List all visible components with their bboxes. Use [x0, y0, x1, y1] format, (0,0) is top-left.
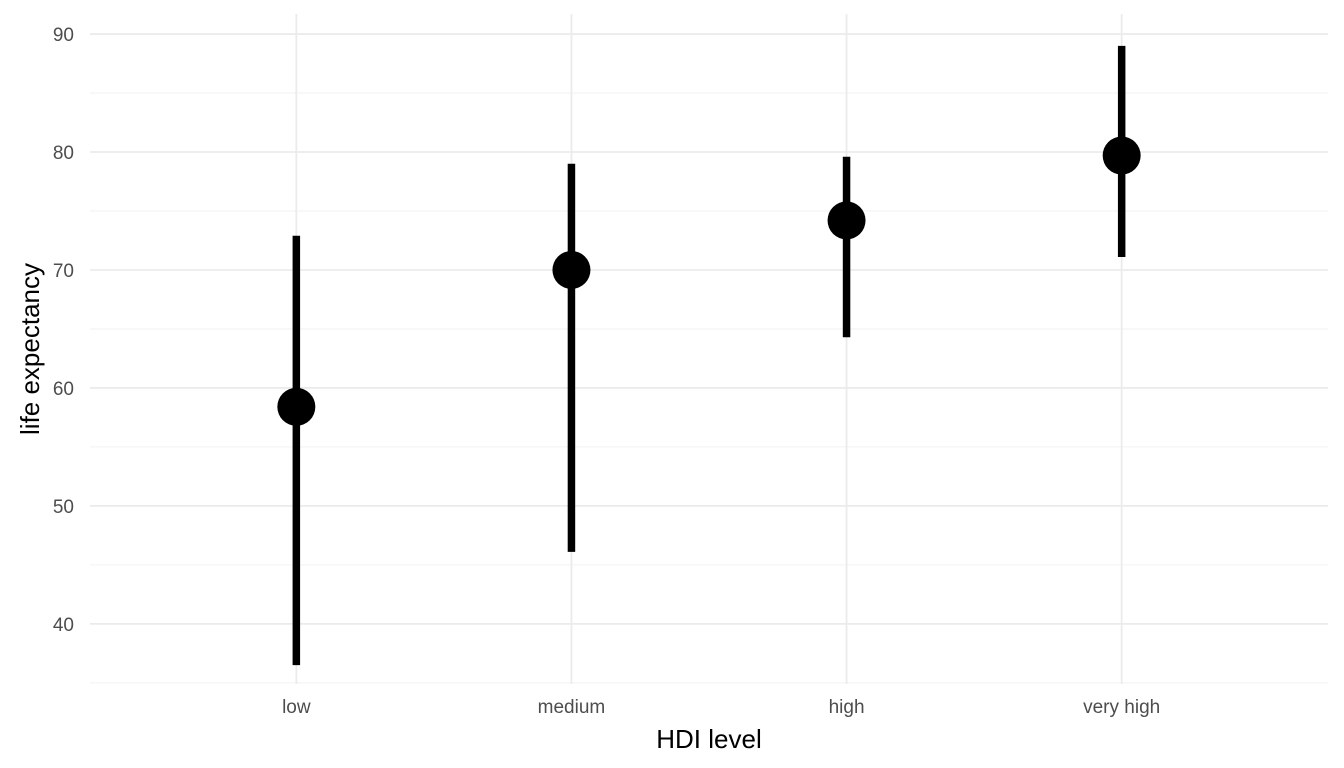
y-axis-title: life expectancy [15, 263, 45, 435]
point-marker [827, 201, 866, 240]
y-tick-label: 70 [53, 261, 74, 282]
pointrange-very-high [1102, 45, 1141, 257]
y-tick-label: 50 [53, 497, 74, 518]
y-tick-label: 90 [53, 25, 74, 46]
x-axis: low medium high very high [282, 697, 1160, 718]
y-tick-label: 60 [53, 379, 74, 400]
point-marker [277, 387, 316, 426]
x-tick-label: very high [1083, 697, 1160, 718]
point-marker [1102, 136, 1141, 175]
y-axis: 40 50 60 70 80 90 [53, 25, 74, 636]
x-tick-label: low [282, 697, 311, 718]
y-tick-label: 80 [53, 143, 74, 164]
y-tick-label: 40 [53, 615, 74, 636]
x-tick-label: medium [538, 697, 606, 718]
pointrange-low [277, 235, 316, 666]
x-axis-title: HDI level [656, 724, 761, 754]
point-marker [552, 250, 591, 289]
pointrange-high [827, 156, 866, 338]
pointrange-medium [552, 163, 591, 552]
x-tick-label: high [829, 697, 865, 718]
marks [277, 45, 1141, 666]
